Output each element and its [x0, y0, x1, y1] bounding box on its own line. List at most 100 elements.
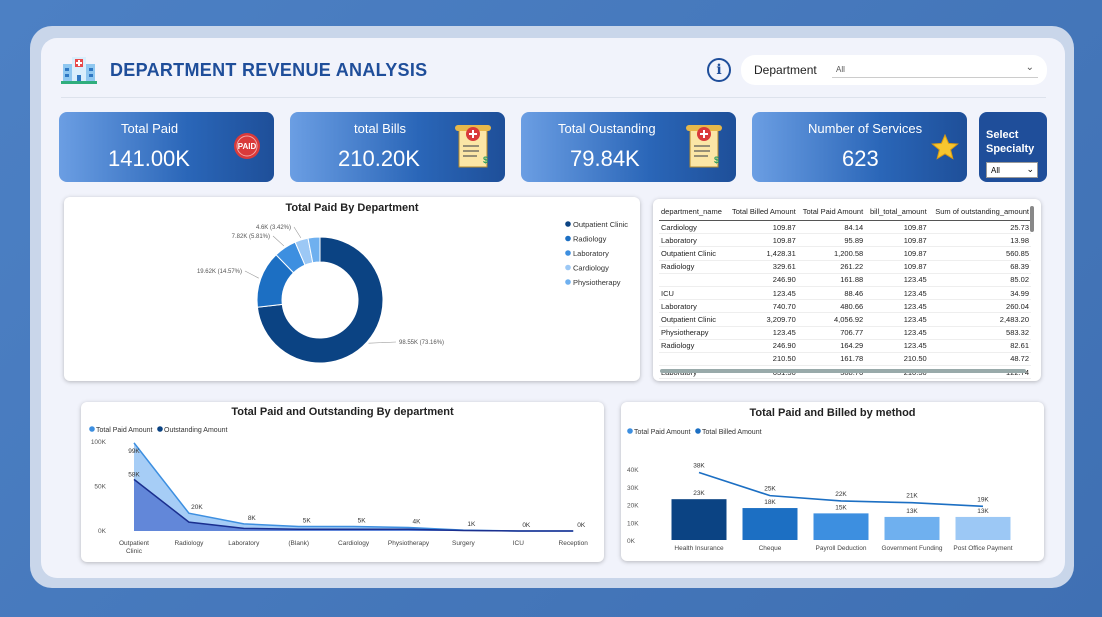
data-label: 5K	[358, 518, 367, 525]
table-cell: 123.45	[865, 299, 929, 314]
table-cell: 123.45	[726, 286, 798, 301]
header-divider	[61, 97, 1046, 98]
table-row: Outpatient Clinic 1,428.31 1,200.58 109.87 5…	[659, 246, 1031, 261]
line-total-billed	[698, 471, 984, 508]
table-cell: 109.87	[865, 246, 929, 261]
legend-dot	[565, 264, 571, 271]
table-cell: 246.90	[726, 339, 798, 353]
line-data-label: 25K	[764, 486, 776, 493]
table-column-header[interactable]: Total Billed Amount	[726, 205, 798, 221]
table-column-header[interactable]: bill_total_amount	[865, 205, 929, 221]
donut-chart: 98.55K (73.16%) 19.62K (14.57%) 7.82K (5.8…	[197, 220, 628, 364]
table-cell: 164.29	[797, 339, 866, 353]
table-cell: 123.45	[865, 326, 929, 340]
bar-data-label: 18K	[764, 499, 776, 506]
page-title: DEPARTMENT REVENUE ANALYSIS	[110, 60, 428, 80]
table-column-header[interactable]: department_name	[659, 205, 727, 221]
y-tick-label: 30K	[627, 485, 639, 492]
table-cell: 210.50	[865, 352, 929, 367]
x-tick-label: (Blank)	[288, 540, 309, 547]
kpi-label: Total Oustanding	[558, 121, 656, 136]
department-dropdown[interactable]: All ⌄	[832, 61, 1038, 78]
table-cell: 95.89	[797, 233, 866, 248]
data-label: 0K	[577, 522, 586, 529]
data-label: 99K	[128, 448, 140, 455]
area-outstanding	[134, 479, 574, 531]
bar-data-label: 13K	[977, 508, 989, 515]
vertical-scrollbar[interactable]	[1030, 206, 1034, 232]
table-cell: 84.14	[797, 220, 866, 235]
leader-line	[293, 226, 302, 239]
legend-label: Total Paid Amount	[96, 427, 152, 434]
table-cell: 13.98	[928, 233, 1031, 248]
table-cell: Outpatient Clinic	[659, 312, 727, 327]
paid-stamp-icon: PAID	[234, 133, 260, 159]
table-column-header[interactable]: Total Paid Amount	[797, 205, 866, 221]
table-cell: Radiology	[659, 260, 727, 274]
info-icon[interactable]: i	[707, 58, 731, 82]
data-label: 5K	[303, 518, 312, 525]
leader-line	[368, 341, 397, 344]
legend-label: Cardiology	[573, 264, 609, 273]
department-label: Department	[754, 63, 817, 77]
table-cell	[659, 273, 727, 287]
y-tick-label: 0K	[627, 538, 636, 545]
bar-data-label: 13K	[906, 508, 918, 515]
table-cell: Laboratory	[659, 299, 727, 314]
table-cell: 246.90	[726, 273, 798, 287]
data-label: 1K	[467, 521, 476, 528]
table-row: Cardiology 109.87 84.14 109.87 25.73	[659, 220, 1031, 235]
y-tick-label: 0K	[98, 528, 107, 535]
table-row: Laboratory 109.87 95.89 109.87 13.98	[659, 233, 1031, 248]
legend-label: Outpatient Clinic	[573, 220, 628, 229]
table-cell: 161.88	[797, 273, 866, 287]
data-label: 4.6K (3.42%)	[256, 225, 291, 231]
x-tick-label: Post Office Payment	[953, 545, 1012, 552]
table-row: 246.90 161.88 123.45 85.02	[659, 273, 1031, 287]
kpi-label: total Bills	[354, 121, 407, 136]
svg-text:$: $	[714, 155, 719, 165]
department-value: All	[836, 65, 845, 74]
table-cell: 740.70	[726, 299, 798, 314]
table-row: Radiology 329.61 261.22 109.87 68.39	[659, 260, 1031, 274]
legend-dot	[565, 279, 571, 285]
medical-bill-icon: $	[686, 125, 722, 168]
table-cell: 4,056.92	[797, 312, 866, 327]
bar-data-label: 15K	[835, 504, 847, 511]
chart-title: Total Paid and Billed by method	[749, 407, 916, 419]
line-data-label: 22K	[835, 491, 847, 498]
data-table: department_name Total Billed Amount Total …	[659, 205, 1031, 380]
horizontal-scrollbar[interactable]	[660, 369, 1026, 373]
table-cell: 109.87	[865, 260, 929, 274]
legend-label: Total Paid Amount	[634, 429, 690, 436]
table-cell: Laboratory	[659, 233, 727, 248]
table-cell: 1,200.58	[797, 246, 866, 261]
legend-label: Physiotherapy	[573, 278, 621, 287]
table-cell: 85.02	[928, 273, 1031, 287]
kpi-total-outstanding: Total Oustanding 79.84K $	[521, 112, 736, 182]
table-cell: ICU	[659, 286, 727, 301]
table-cell: 123.45	[865, 273, 929, 287]
kpi-total-bills: total Bills 210.20K $	[290, 112, 505, 182]
specialty-dropdown[interactable]: All ⌄	[986, 162, 1038, 178]
x-tick-label: Outpatient	[119, 540, 149, 547]
y-tick-label: 40K	[627, 467, 639, 474]
chart-title: Total Paid By Department	[285, 202, 419, 214]
data-label: 7.82K (5.81%)	[232, 234, 270, 240]
area-total-paid	[134, 442, 574, 531]
table-row: 210.50 161.78 210.50 48.72	[659, 352, 1031, 367]
legend-label: Laboratory	[573, 249, 609, 258]
legend-label: Radiology	[573, 235, 607, 244]
bar-line-chart: Total Paid Amount Total Billed Amount 0K 10…	[627, 428, 1013, 552]
table-cell: 161.78	[797, 352, 866, 367]
data-label: 8K	[248, 515, 257, 522]
svg-text:PAID: PAID	[238, 142, 257, 151]
table-cell: 1,428.31	[726, 246, 798, 261]
table-cell: 260.04	[928, 299, 1031, 314]
kpi-label: Number of Services	[808, 121, 923, 136]
table-cell: 480.66	[797, 299, 866, 314]
data-label: 58K	[128, 471, 140, 478]
table-cell: 109.87	[865, 233, 929, 248]
table-column-header[interactable]: Sum of outstanding_amount	[928, 205, 1031, 221]
data-label: 98.55K (73.16%)	[399, 340, 444, 346]
